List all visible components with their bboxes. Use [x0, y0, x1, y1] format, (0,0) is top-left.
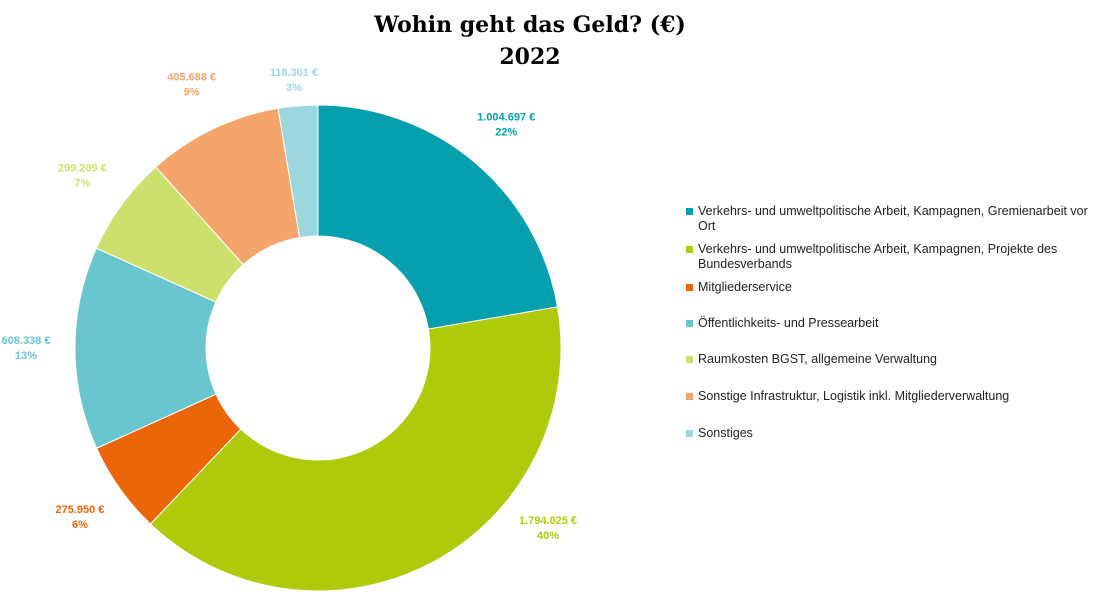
value-label: 118.301 € — [270, 67, 318, 79]
value-label: 299.209 € — [58, 163, 107, 175]
legend-swatch — [686, 393, 693, 400]
legend-label: Raumkosten BGST, allgemeine Verwaltung — [698, 352, 938, 366]
legend-item: Sonstiges — [686, 426, 753, 441]
legend-swatch — [686, 208, 693, 215]
percent-label: 6% — [72, 519, 88, 531]
percent-label: 40% — [537, 530, 559, 542]
legend-item: Öffentlichkeits- und Pressearbeit — [686, 316, 878, 331]
legend-swatch — [686, 320, 693, 327]
value-label: 275.950 € — [55, 504, 104, 516]
legend-swatch — [686, 356, 693, 363]
slice — [74, 247, 217, 449]
legend-swatch — [686, 430, 693, 437]
legend-label: Verkehrs- und umweltpolitische Arbeit, K… — [698, 204, 1088, 233]
chart-title: Wohin geht das Geld? (€) — [373, 12, 686, 38]
legend-swatch — [686, 246, 693, 253]
value-label: 1.794.025 € — [519, 515, 577, 527]
legend-item: Mitgliederservice — [686, 280, 792, 295]
percent-label: 22% — [495, 127, 517, 139]
legend-label: Sonstiges — [698, 426, 753, 440]
legend-label: Mitgliederservice — [698, 280, 792, 294]
legend-item: Raumkosten BGST, allgemeine Verwaltung — [686, 352, 937, 367]
slice — [149, 306, 562, 592]
percent-label: 13% — [15, 350, 37, 362]
legend-item: Verkehrs- und umweltpolitische Arbeit, K… — [686, 204, 1106, 234]
legend-label: Öffentlichkeits- und Pressearbeit — [698, 316, 879, 330]
slice — [277, 104, 319, 239]
legend-swatch — [686, 284, 693, 291]
value-label: 608.338 € — [2, 335, 51, 347]
legend-label: Sonstige Infrastruktur, Logistik inkl. M… — [698, 389, 1010, 403]
legend-label: Verkehrs- und umweltpolitische Arbeit, K… — [698, 242, 1058, 271]
percent-label: 7% — [74, 178, 90, 190]
percent-label: 9% — [184, 87, 200, 99]
value-label: 405.688 € — [167, 72, 216, 84]
legend-item: Sonstige Infrastruktur, Logistik inkl. M… — [686, 389, 1009, 404]
chart-subtitle: 2022 — [499, 44, 560, 70]
percent-label: 3% — [286, 82, 302, 94]
value-label: 1.004.697 € — [477, 112, 535, 124]
legend-item: Verkehrs- und umweltpolitische Arbeit, K… — [686, 242, 1106, 272]
slice — [317, 104, 559, 330]
